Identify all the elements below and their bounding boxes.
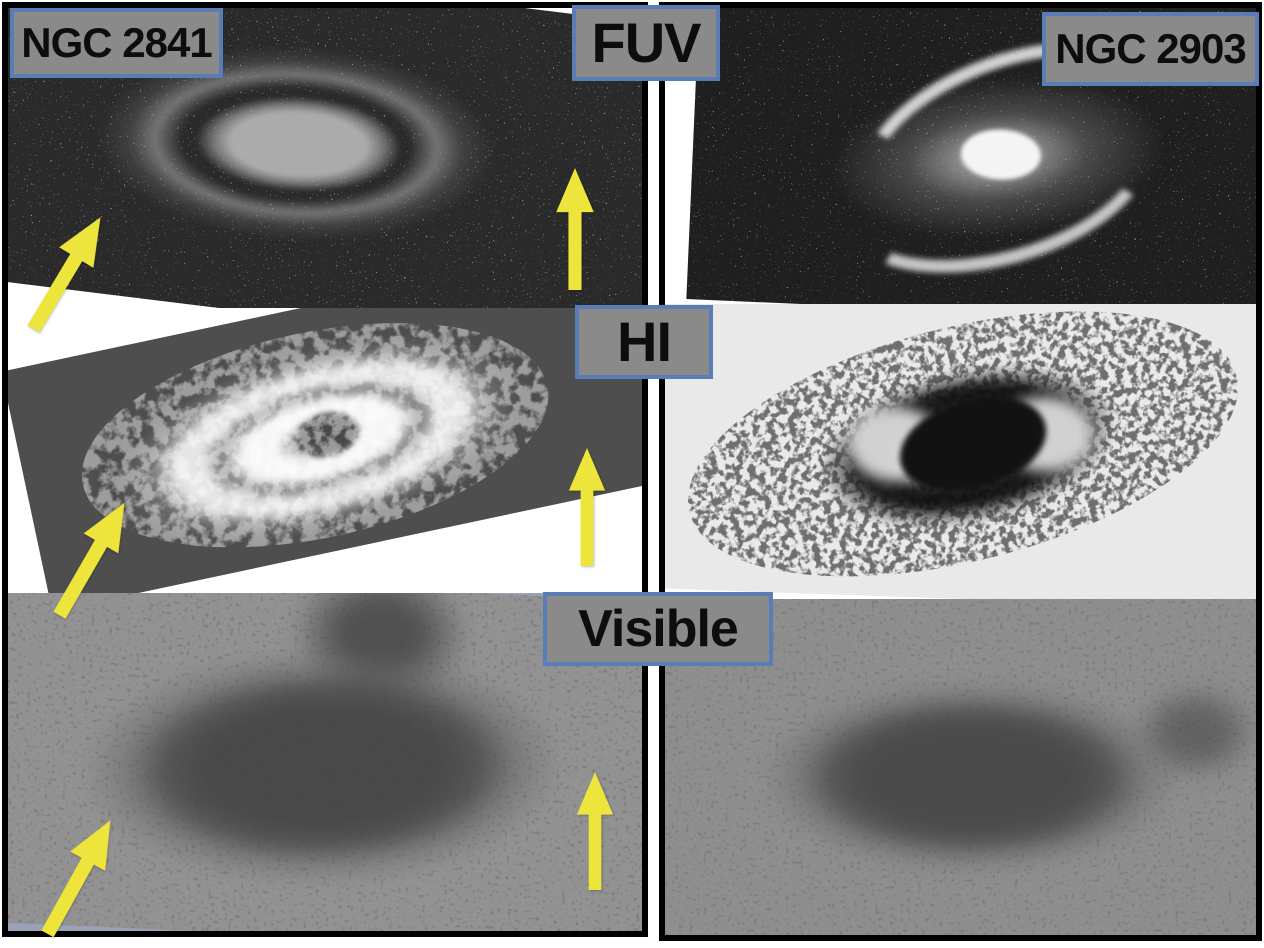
galaxy-image-ngc2903-hi [665, 304, 1256, 599]
band-label-hi: HI [575, 305, 713, 379]
galaxy-image-ngc2841-visible [8, 593, 642, 931]
up-arrow-icon [568, 448, 606, 566]
right-column-frame [659, 2, 1262, 941]
diagonal-arrow-icon [53, 502, 125, 619]
galaxy-dark-ellipse [756, 677, 1186, 877]
galaxy-name-label-right: NGC 2903 [1042, 12, 1259, 86]
left-column-frame [2, 2, 648, 937]
galaxy-image-ngc2841-hi [8, 308, 642, 593]
band-label-fuv: FUV [572, 5, 720, 81]
panel-ngc2903-hi [665, 304, 1256, 599]
diagonal-arrow-icon [41, 820, 111, 938]
diagonal-arrow-icon [27, 217, 101, 333]
galaxy-name-label-left: NGC 2841 [10, 8, 223, 78]
band-label-visible: Visible [543, 592, 773, 666]
up-arrow-icon [556, 168, 594, 290]
up-arrow-icon [576, 772, 614, 890]
panel-ngc2841-visible [8, 593, 642, 931]
